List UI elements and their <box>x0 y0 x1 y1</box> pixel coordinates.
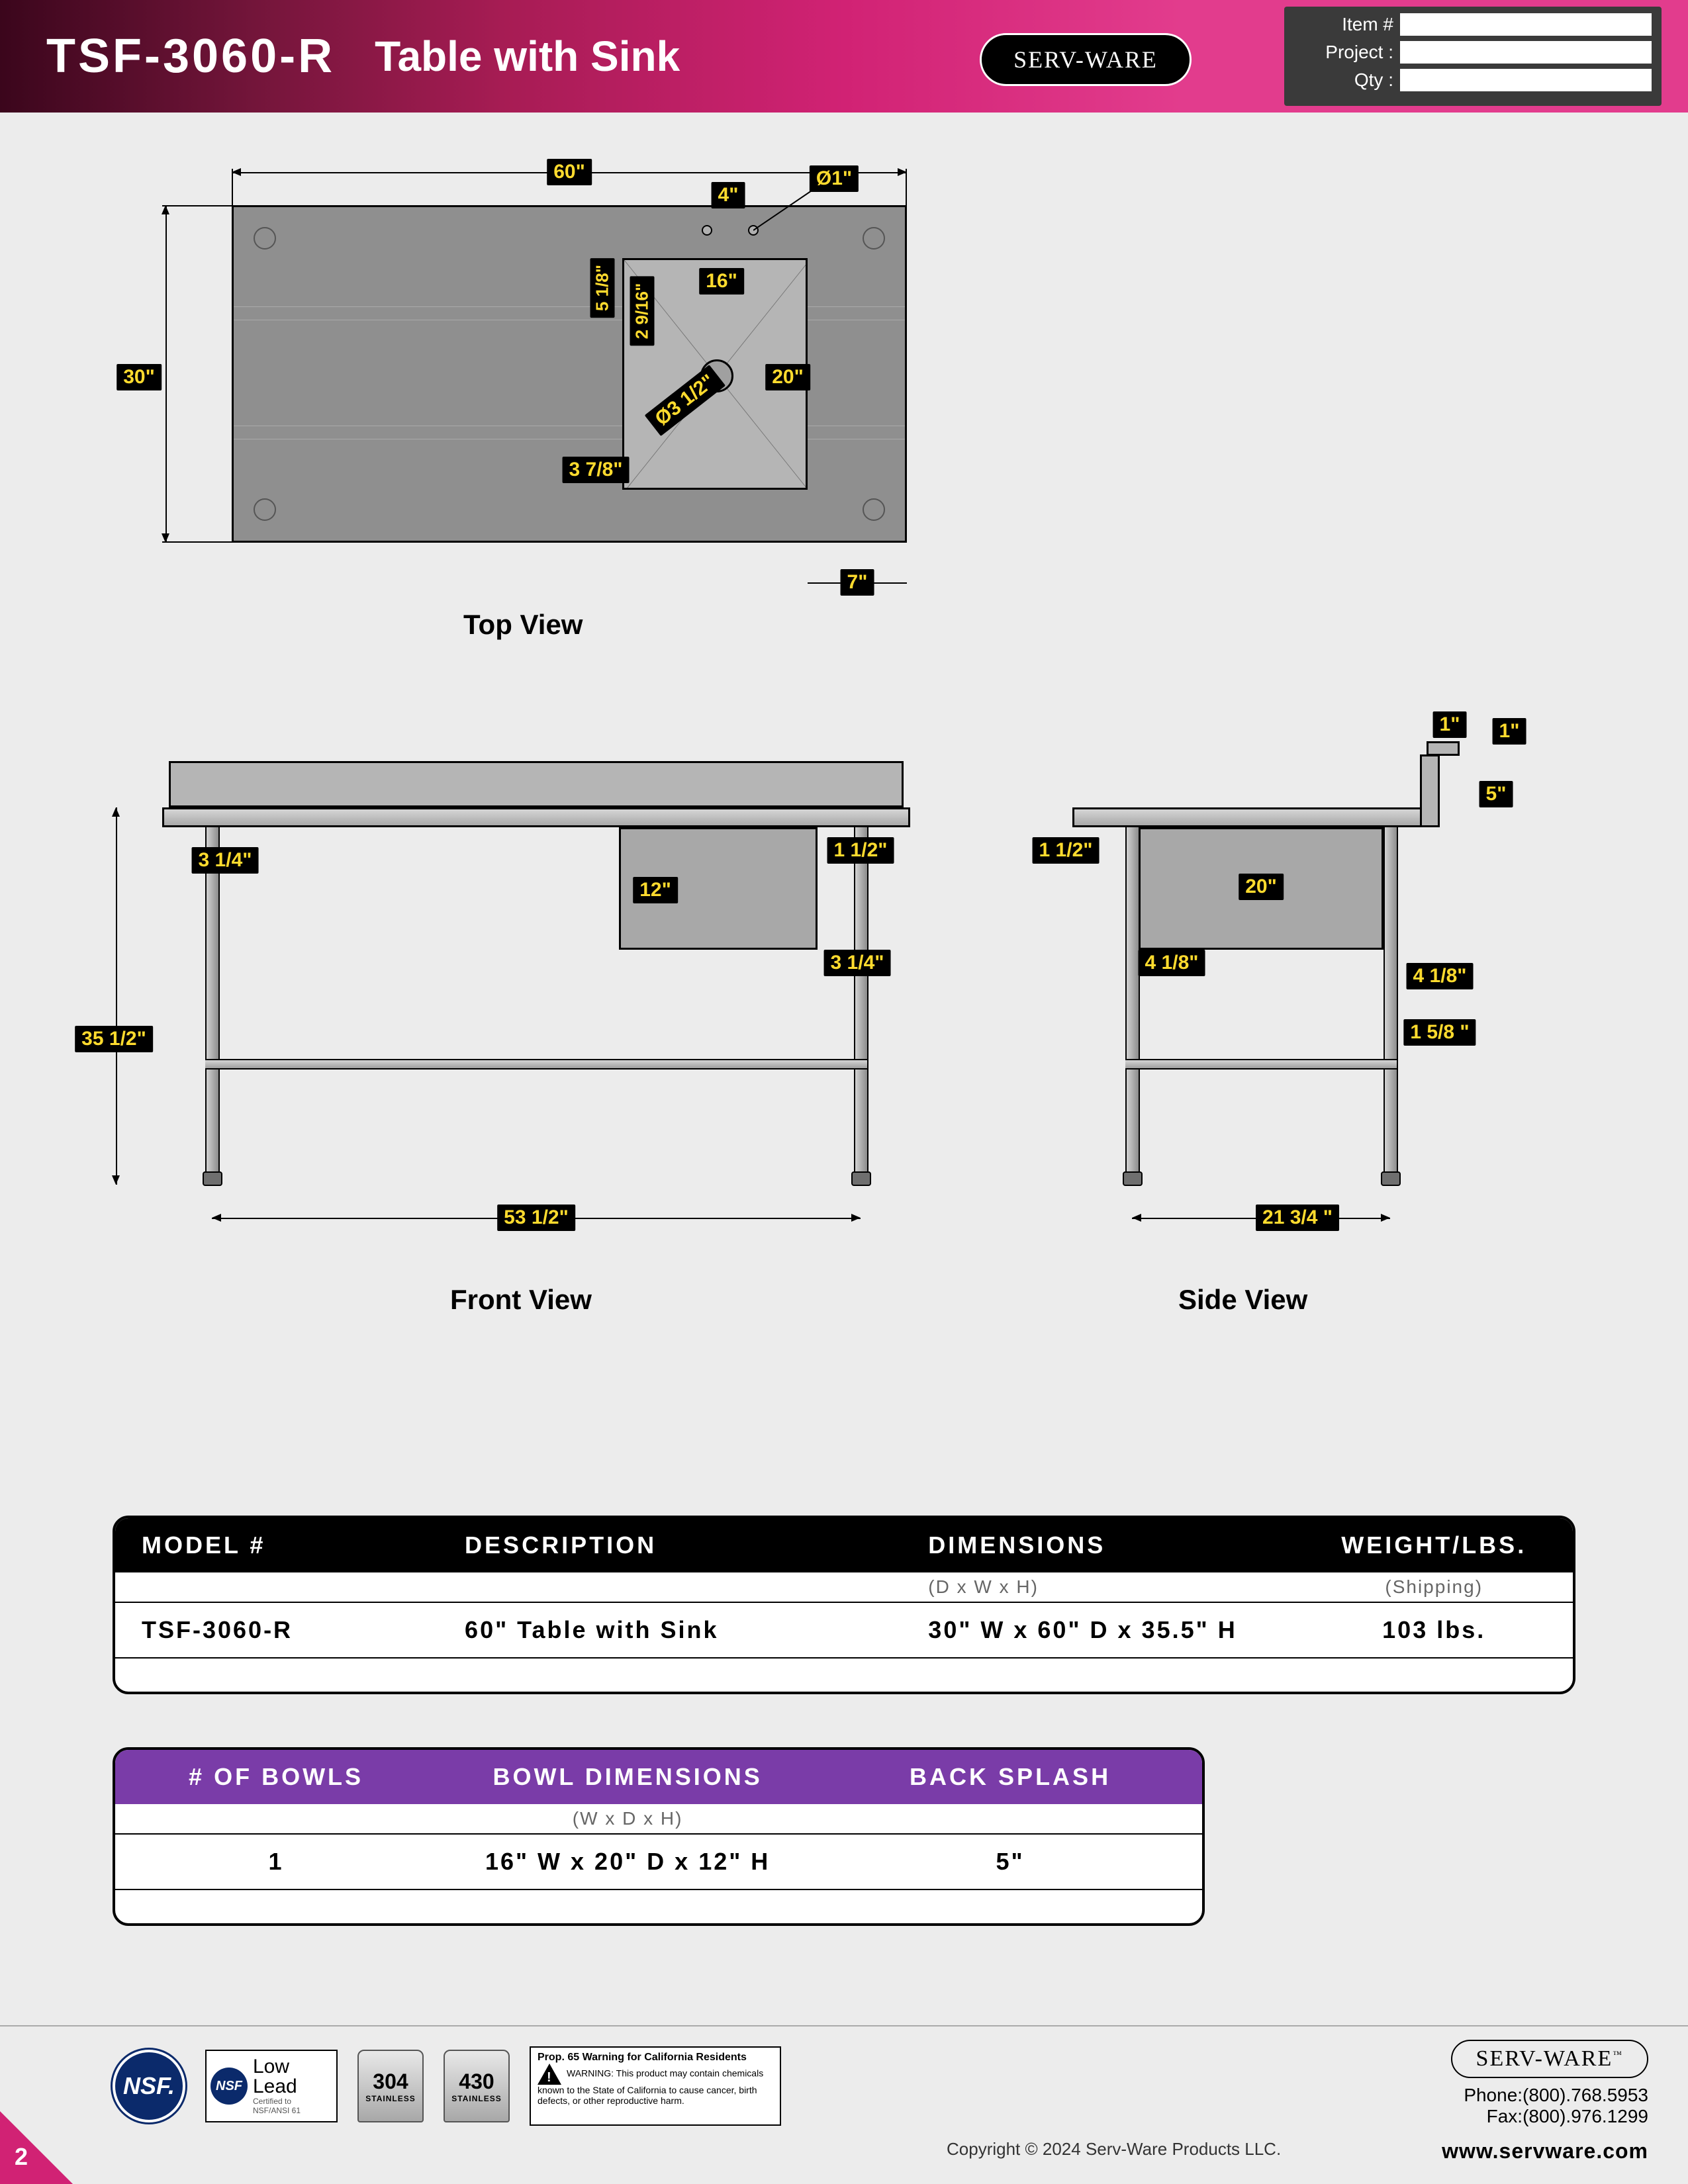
dim-60: 60" <box>547 159 592 185</box>
sv-splash <box>1420 754 1440 827</box>
sv-stretcher <box>1125 1059 1397 1069</box>
dim-378: 3 7/8" <box>563 457 630 483</box>
hdr-desc: DESCRIPTION <box>465 1531 928 1559</box>
footer-web: www.servware.com <box>1442 2139 1648 2163</box>
dim-li-l: 3 1/4" <box>192 847 259 874</box>
hdr-splash: BACK SPLASH <box>845 1763 1176 1791</box>
hdr-wt: WEIGHT/LBS. <box>1321 1531 1546 1559</box>
cell-dims: 30" W x 60" D x 35.5" H <box>928 1616 1321 1644</box>
dim-tt: 1 1/2" <box>827 837 894 864</box>
cell-bowls: 1 <box>142 1848 410 1876</box>
fv-leg-l <box>205 827 220 1171</box>
sv-splash-top <box>1427 741 1460 756</box>
footer-right: SERV-WARE™ Phone:(800).768.5953 Fax:(800… <box>1442 2040 1648 2163</box>
dim-sof: 4 1/8" <box>1407 963 1474 989</box>
page-number: 2 <box>15 2143 28 2171</box>
lowlead-badge: NSF Low Lead Certified to NSF/ANSI 61 <box>205 2050 338 2122</box>
dim-sink16: 16" <box>699 268 744 295</box>
nsf-mini-icon: NSF <box>211 2068 248 2105</box>
hdr-bowls: # OF BOWLS <box>142 1763 410 1791</box>
cell-desc: 60" Table with Sink <box>465 1616 928 1644</box>
fv-tabletop <box>162 807 910 827</box>
project-meta-box: Item # Project : Qty : <box>1284 7 1662 106</box>
lowlead-text: Low Lead <box>253 2057 301 2097</box>
dim-leg535: 53 1/2" <box>497 1205 575 1231</box>
sub-bdims: (W x D x H) <box>410 1808 845 1829</box>
dim-s1a: 1" <box>1433 711 1467 738</box>
drawing-area: 60" 30" 4" Ø1" 5 1/8" 2 9/16" 16" 20" Ø3… <box>0 132 1688 1502</box>
dim-bowl12: 12" <box>633 877 678 903</box>
dim-sink20: 20" <box>765 364 810 390</box>
spec-sheet-page: TSF-3060-R Table with Sink SERV-WARE Ite… <box>0 0 1688 2184</box>
product-title: Table with Sink <box>375 32 680 81</box>
fv-backsplash <box>169 761 904 807</box>
hdr-model: MODEL # <box>142 1531 465 1559</box>
project-field[interactable] <box>1400 41 1652 64</box>
top-view-caption: Top View <box>463 609 583 641</box>
spec-table-main: MODEL # DESCRIPTION DIMENSIONS WEIGHT/LB… <box>113 1516 1575 1694</box>
hdr-dims: DIMENSIONS <box>928 1531 1321 1559</box>
qty-field[interactable] <box>1400 69 1652 91</box>
prop65-warning: Prop. 65 Warning for California Resident… <box>530 2046 781 2126</box>
footer-fax: Fax:(800).976.1299 <box>1442 2106 1648 2127</box>
dim-sob: 4 1/8" <box>1139 950 1205 976</box>
sub-dims: (D x W x H) <box>928 1576 1321 1598</box>
cell-wt: 103 lbs. <box>1321 1616 1546 1644</box>
prop65-title: Prop. 65 Warning for California Resident… <box>538 2052 773 2064</box>
project-label: Project : <box>1294 42 1393 63</box>
footer-phone: Phone:(800).768.5953 <box>1442 2085 1648 2106</box>
qty-label: Qty : <box>1294 69 1393 91</box>
sv-foot-l <box>1123 1171 1143 1186</box>
dim-4: 4" <box>712 182 745 208</box>
dim-sg: 1 5/8 " <box>1403 1019 1476 1046</box>
faucet-hole-l <box>702 225 712 236</box>
sv-foot-r <box>1381 1171 1401 1186</box>
spec-table-bowl: # OF BOWLS BOWL DIMENSIONS BACK SPLASH (… <box>113 1747 1205 1926</box>
nsf-badge: NSF. <box>113 2050 185 2122</box>
lowlead-sub: Certified to NSF/ANSI 61 <box>253 2097 301 2115</box>
steel-430-badge: 430 STAINLESS <box>444 2050 510 2122</box>
dim-2916: 2 9/16" <box>630 277 655 346</box>
cell-bdims: 16" W x 20" D x 12" H <box>410 1848 845 1876</box>
fv-foot-l <box>203 1171 222 1186</box>
footer-brand: SERV-WARE™ <box>1451 2040 1648 2078</box>
dim-h355: 35 1/2" <box>75 1026 153 1052</box>
dim-sb20: 20" <box>1239 874 1284 900</box>
hdr-bdims: BOWL DIMENSIONS <box>410 1763 845 1791</box>
page-corner-icon <box>0 2111 73 2184</box>
header-bar: TSF-3060-R Table with Sink SERV-WARE Ite… <box>0 0 1688 113</box>
dim-7: 7" <box>841 569 874 596</box>
item-label: Item # <box>1294 14 1393 35</box>
model-number: TSF-3060-R <box>46 29 335 83</box>
prop65-body: WARNING: This product may contain chemic… <box>538 2068 763 2106</box>
cell-splash: 5" <box>845 1848 1176 1876</box>
dim-li-r: 3 1/4" <box>824 950 891 976</box>
sv-tabletop <box>1072 807 1440 827</box>
item-field[interactable] <box>1400 13 1652 36</box>
sv-leg-r <box>1383 827 1398 1171</box>
brand-badge: SERV-WARE <box>980 33 1192 86</box>
cell-model: TSF-3060-R <box>142 1616 465 1644</box>
steel-304-badge: 304 STAINLESS <box>357 2050 424 2122</box>
dim-sls: 21 3/4 " <box>1256 1205 1339 1231</box>
dim-518: 5 1/8" <box>590 258 615 318</box>
side-view-caption: Side View <box>1178 1284 1307 1316</box>
brand-name: SERV-WARE <box>1013 46 1158 73</box>
fv-stretcher <box>205 1059 867 1069</box>
fv-leg-r <box>854 827 868 1171</box>
sub-wt: (Shipping) <box>1321 1576 1546 1598</box>
dim-s5: 5" <box>1479 781 1513 807</box>
dim-s1b: 1" <box>1493 718 1526 745</box>
front-view-caption: Front View <box>450 1284 592 1316</box>
certifications: NSF. NSF Low Lead Certified to NSF/ANSI … <box>113 2046 781 2126</box>
dim-30: 30" <box>117 364 162 390</box>
sv-leg-l <box>1125 827 1140 1171</box>
dim-stt: 1 1/2" <box>1033 837 1100 864</box>
fv-foot-r <box>851 1171 871 1186</box>
copyright: Copyright © 2024 Serv-Ware Products LLC. <box>947 2139 1281 2160</box>
warning-triangle-icon <box>538 2064 561 2085</box>
footer: NSF. NSF Low Lead Certified to NSF/ANSI … <box>0 2025 1688 2184</box>
dim-dia1: Ø1" <box>810 165 859 192</box>
